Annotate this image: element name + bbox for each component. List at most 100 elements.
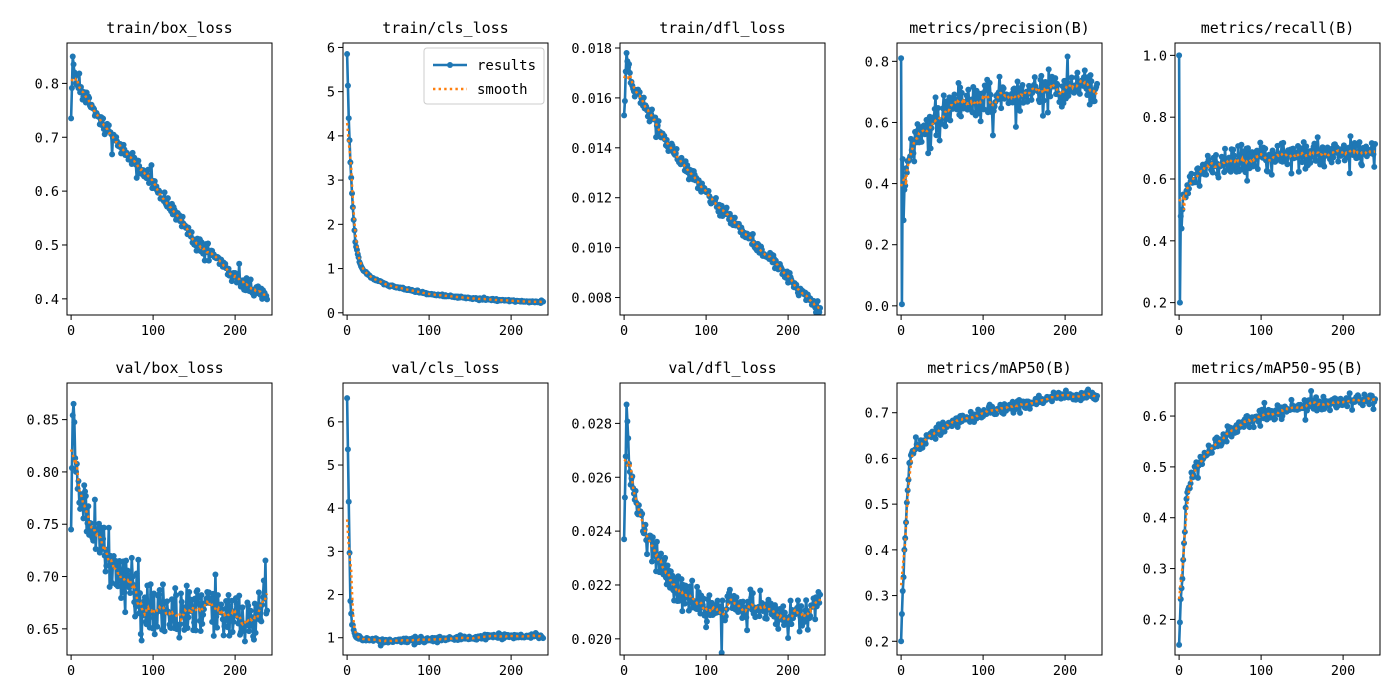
series-results-point <box>192 627 199 634</box>
series-results-point <box>133 174 140 181</box>
subplot-title: metrics/mAP50(B) <box>927 359 1072 377</box>
series-results-point <box>1084 92 1091 98</box>
series-results-point <box>1040 97 1047 104</box>
y-tick-label: 0.6 <box>1143 409 1167 425</box>
series-results-point <box>1366 401 1373 408</box>
x-tick-label: 100 <box>971 663 995 679</box>
y-tick-label: 1 <box>327 631 335 647</box>
series-results-point <box>182 620 189 627</box>
series-results-point <box>1229 165 1236 172</box>
series-results-point <box>940 92 947 99</box>
plot-area <box>68 53 271 303</box>
x-tick-label: 100 <box>417 663 441 679</box>
subplot-title: train/box_loss <box>106 19 232 37</box>
series-results-point <box>186 589 193 595</box>
series-results-point <box>68 526 75 533</box>
y-tick-label: 3 <box>327 173 335 189</box>
series-results-point <box>798 603 805 610</box>
series-results-point <box>655 118 662 125</box>
x-tick-label: 200 <box>223 323 247 339</box>
subplot-title: val/cls_loss <box>391 359 499 377</box>
series-results-point <box>1311 140 1318 147</box>
series-results-point <box>1284 161 1291 168</box>
axes-frame <box>66 382 273 656</box>
series-results-point <box>134 602 141 609</box>
y-tick-label: 0.5 <box>35 238 59 254</box>
x-tick-label: 0 <box>620 663 628 679</box>
series-smooth-line <box>69 449 269 627</box>
series-results-point <box>1178 225 1185 232</box>
series-results-point <box>1192 179 1199 186</box>
series-results-point <box>780 603 787 610</box>
series-results-point <box>1232 161 1239 168</box>
series-results-point <box>214 624 221 631</box>
series-results-point <box>129 573 136 580</box>
y-tick-label: 0.75 <box>26 517 59 533</box>
series-results-point <box>781 609 788 616</box>
series-results-point <box>250 636 257 643</box>
series-results-point <box>977 118 984 125</box>
x-tick-label: 0 <box>897 663 905 679</box>
series-results-point <box>1238 141 1245 148</box>
series-results-point <box>1261 399 1268 406</box>
series-results-point <box>135 157 142 164</box>
subplot-metrics-recall-b: metrics/recall(B) 0 100 200 0.2 0.4 0.6 0.8 1.0 <box>1143 19 1381 339</box>
series-results-point <box>247 276 254 283</box>
series-results-point <box>1254 147 1260 154</box>
series-results-point <box>723 204 730 211</box>
series-results-point <box>918 138 925 145</box>
series-results-point <box>82 488 89 495</box>
series-results-point <box>138 637 145 644</box>
x-tick-label: 200 <box>776 663 800 679</box>
series-results-point <box>1076 90 1083 97</box>
series-results-point <box>177 590 184 597</box>
series-results-point <box>68 115 75 122</box>
series-results-point <box>151 631 158 638</box>
series-results-point <box>998 105 1005 112</box>
series-results-point <box>70 61 77 68</box>
series-results-point <box>105 122 112 129</box>
series-results-point <box>210 632 217 639</box>
series-results-point <box>903 169 910 176</box>
series-results-point <box>262 557 269 564</box>
series-results-point <box>803 597 810 604</box>
series-results-point <box>673 145 680 152</box>
series-results-point <box>1371 163 1378 170</box>
series-results-point <box>1203 171 1210 178</box>
x-tick-label: 200 <box>499 663 523 679</box>
plot-area <box>344 51 547 306</box>
y-tick-label: 0.016 <box>571 91 612 107</box>
series-results-point <box>996 73 1003 80</box>
series-results-point <box>1307 159 1314 166</box>
y-tick-label: 0.4 <box>1143 511 1167 527</box>
subplot-metrics-map50-b: metrics/mAP50(B) 0 100 200 0.2 0.3 0.4 0.5 0.6 0.… <box>865 359 1103 679</box>
series-results-point <box>622 453 629 460</box>
x-tick-label: 100 <box>141 323 165 339</box>
series-results-point <box>1089 91 1096 98</box>
series-results-point <box>1257 422 1264 429</box>
series-results-point <box>1326 149 1333 156</box>
series-results-point <box>222 616 229 623</box>
series-results-point <box>694 583 701 590</box>
series-results-point <box>194 587 201 594</box>
series-results-point <box>1083 85 1090 92</box>
series-results-point <box>625 435 632 442</box>
series-results-point <box>957 84 964 91</box>
series-results-point <box>200 611 207 618</box>
series-results-point <box>1231 152 1238 159</box>
series-results-point <box>947 117 954 124</box>
series-results-point <box>77 505 84 512</box>
y-tick-label: 0.4 <box>865 177 889 193</box>
series-results-point <box>678 576 685 583</box>
series-results-point <box>118 583 125 590</box>
series-results-point <box>902 535 909 542</box>
y-tick-label: 0.5 <box>1143 460 1167 476</box>
series-results-point <box>1194 474 1201 481</box>
series-results-point <box>757 587 764 594</box>
series-results-point <box>636 89 643 96</box>
y-tick-label: 0.85 <box>26 413 59 429</box>
subplot-metrics-precision-b: metrics/precision(B) 0 100 200 0.0 0.2 0.4 0.6 0… <box>865 19 1103 339</box>
series-results-point <box>812 304 819 311</box>
series-results-point <box>621 494 628 501</box>
